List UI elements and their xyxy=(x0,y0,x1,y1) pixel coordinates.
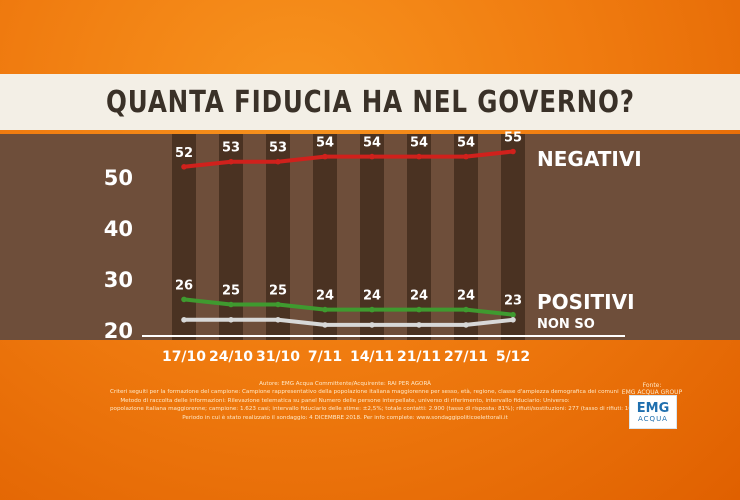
series-name-label: NEGATIVI xyxy=(537,147,642,171)
source-name: EMG ACQUA GROUP xyxy=(621,389,683,396)
x-tick-label: 14/11 xyxy=(350,349,394,365)
logo-subtext: ACQUA xyxy=(638,414,668,423)
data-point xyxy=(275,158,281,165)
data-point xyxy=(228,317,234,323)
x-tick-label: 17/10 xyxy=(162,349,206,365)
methodology-line: Criteri seguiti per la formazione del ca… xyxy=(110,389,619,396)
column-stripe xyxy=(501,134,525,340)
data-point xyxy=(322,153,328,160)
data-point xyxy=(181,296,187,303)
data-label: 54 xyxy=(363,136,381,151)
data-label: 25 xyxy=(222,284,240,299)
data-point xyxy=(416,153,422,160)
data-label: 23 xyxy=(504,294,522,309)
y-tick-label: 20 xyxy=(104,319,133,343)
data-label: 24 xyxy=(410,289,428,304)
data-point xyxy=(416,322,422,328)
y-tick-label: 30 xyxy=(104,268,133,292)
column-stripe xyxy=(407,134,431,340)
data-label: 52 xyxy=(175,146,193,161)
methodology-line: Periodo in cui è stato realizzato il son… xyxy=(182,414,508,421)
column-stripe xyxy=(313,134,337,340)
methodology-line: Autore: EMG Acqua Committente/Acquirente… xyxy=(259,381,431,387)
data-point xyxy=(463,153,469,160)
data-point xyxy=(275,301,281,308)
series-name-label: NON SO xyxy=(537,317,595,332)
data-label: 24 xyxy=(316,289,334,304)
data-label: 24 xyxy=(363,289,381,304)
data-label: 54 xyxy=(410,136,428,151)
data-point xyxy=(416,306,422,313)
x-tick-label: 27/11 xyxy=(444,349,488,365)
data-point xyxy=(275,317,281,323)
data-point xyxy=(181,164,187,170)
column-stripe xyxy=(454,134,478,340)
data-point xyxy=(228,301,234,308)
source-label: Fonte: xyxy=(642,382,662,389)
y-tick-label: 40 xyxy=(104,217,133,241)
data-label: 24 xyxy=(457,289,475,304)
data-label: 53 xyxy=(222,141,240,156)
data-label: 25 xyxy=(269,284,287,299)
methodology-note: Autore: EMG Acqua Committente/Acquirente… xyxy=(110,380,642,422)
data-label: 54 xyxy=(316,136,334,151)
data-point xyxy=(369,153,375,160)
data-label: 54 xyxy=(457,136,475,151)
data-point xyxy=(510,311,516,318)
chart-title: QUANTA FIDUCIA HA NEL GOVERNO? xyxy=(105,84,635,120)
series-line xyxy=(182,149,515,169)
series-name-label: POSITIVI xyxy=(537,290,635,314)
column-stripe xyxy=(360,134,384,340)
data-point xyxy=(463,322,469,328)
y-tick-label: 50 xyxy=(104,166,133,190)
data-point xyxy=(181,317,187,323)
data-label: 53 xyxy=(269,141,287,156)
data-point xyxy=(322,306,328,313)
x-tick-label: 5/12 xyxy=(496,349,530,365)
title-bar: QUANTA FIDUCIA HA NEL GOVERNO? xyxy=(0,74,740,130)
data-point xyxy=(369,322,375,328)
column-stripe xyxy=(219,134,243,340)
x-tick-label: 24/10 xyxy=(209,349,253,365)
data-point xyxy=(322,322,328,328)
x-tick-label: 7/11 xyxy=(308,349,342,365)
series-line xyxy=(182,317,515,327)
data-point xyxy=(510,317,516,323)
logo-text: EMG xyxy=(636,400,670,416)
data-point xyxy=(510,148,516,155)
methodology-line: popolazione italiana maggiorenne; campio… xyxy=(110,406,642,413)
data-point xyxy=(369,306,375,313)
methodology-line: Metodo di raccolta delle informazioni: R… xyxy=(120,397,570,404)
data-label: 55 xyxy=(504,131,522,146)
source-block: Fonte: EMG ACQUA GROUP xyxy=(612,382,692,396)
emg-acqua-logo: EMG ACQUA xyxy=(629,395,677,429)
data-point xyxy=(463,306,469,313)
data-label: 26 xyxy=(175,278,193,293)
x-tick-label: 21/11 xyxy=(397,349,441,365)
series-line xyxy=(182,297,515,317)
data-point xyxy=(228,158,234,165)
x-tick-label: 31/10 xyxy=(256,349,300,365)
column-stripe xyxy=(266,134,290,340)
